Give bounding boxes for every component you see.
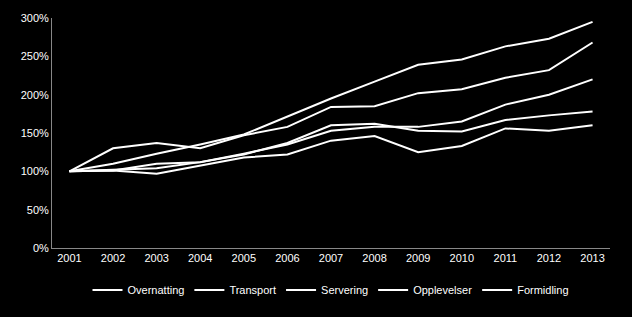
svg-text:2012: 2012 — [537, 252, 561, 264]
svg-text:2003: 2003 — [144, 252, 168, 264]
svg-text:2001: 2001 — [57, 252, 81, 264]
svg-text:Servering: Servering — [321, 284, 368, 296]
svg-text:2013: 2013 — [580, 252, 604, 264]
svg-text:100%: 100% — [21, 165, 49, 177]
svg-text:2002: 2002 — [101, 252, 125, 264]
svg-text:2009: 2009 — [406, 252, 430, 264]
svg-text:0%: 0% — [33, 242, 49, 254]
svg-text:Formidling: Formidling — [517, 284, 568, 296]
svg-text:Overnatting: Overnatting — [128, 284, 185, 296]
svg-text:2004: 2004 — [188, 252, 212, 264]
svg-text:2006: 2006 — [275, 252, 299, 264]
svg-text:200%: 200% — [21, 89, 49, 101]
svg-text:2011: 2011 — [494, 252, 518, 264]
svg-text:2005: 2005 — [232, 252, 256, 264]
svg-text:150%: 150% — [21, 127, 49, 139]
svg-text:300%: 300% — [21, 12, 49, 24]
svg-text:Transport: Transport — [229, 284, 276, 296]
svg-text:2008: 2008 — [362, 252, 386, 264]
svg-text:50%: 50% — [27, 204, 49, 216]
svg-text:2007: 2007 — [319, 252, 343, 264]
svg-text:2010: 2010 — [450, 252, 474, 264]
svg-text:Opplevelser: Opplevelser — [413, 284, 472, 296]
svg-text:250%: 250% — [21, 50, 49, 62]
